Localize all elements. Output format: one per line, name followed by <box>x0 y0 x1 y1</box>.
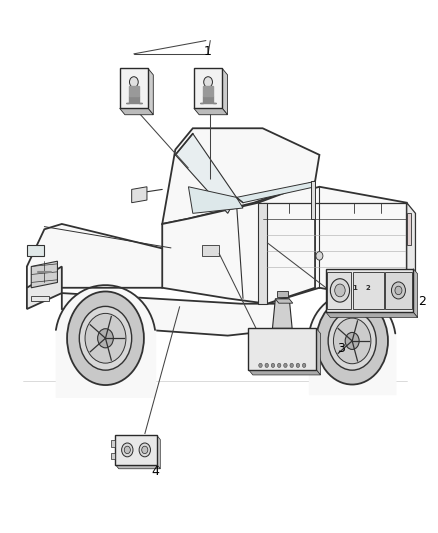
Circle shape <box>284 364 287 368</box>
Polygon shape <box>407 203 416 304</box>
Polygon shape <box>111 453 115 459</box>
Circle shape <box>98 329 113 348</box>
Circle shape <box>142 446 148 454</box>
Polygon shape <box>277 291 288 297</box>
Polygon shape <box>222 68 227 115</box>
Polygon shape <box>27 266 62 309</box>
Polygon shape <box>31 296 49 301</box>
Circle shape <box>130 77 138 87</box>
Polygon shape <box>203 86 213 96</box>
Polygon shape <box>248 328 316 369</box>
Circle shape <box>79 306 132 370</box>
Polygon shape <box>200 96 216 103</box>
Polygon shape <box>327 272 351 309</box>
Circle shape <box>345 333 359 350</box>
Polygon shape <box>115 435 157 465</box>
Polygon shape <box>148 68 153 115</box>
Polygon shape <box>175 134 237 213</box>
Circle shape <box>85 313 126 363</box>
Text: 3: 3 <box>337 342 345 356</box>
Circle shape <box>122 443 133 457</box>
Polygon shape <box>311 181 315 219</box>
Polygon shape <box>194 108 227 115</box>
Polygon shape <box>237 181 315 203</box>
Polygon shape <box>326 269 413 312</box>
Text: 2: 2 <box>365 285 370 291</box>
Circle shape <box>290 364 293 368</box>
Polygon shape <box>407 213 411 245</box>
Polygon shape <box>326 312 418 318</box>
Circle shape <box>204 77 212 87</box>
Polygon shape <box>188 187 243 213</box>
Polygon shape <box>272 299 292 328</box>
Polygon shape <box>316 328 321 375</box>
Polygon shape <box>162 181 315 304</box>
Circle shape <box>335 284 345 297</box>
Polygon shape <box>111 440 115 447</box>
Circle shape <box>265 364 268 368</box>
Text: 1: 1 <box>204 45 212 58</box>
Circle shape <box>328 312 376 370</box>
Polygon shape <box>276 299 293 303</box>
Polygon shape <box>413 269 418 318</box>
Polygon shape <box>194 68 222 108</box>
Circle shape <box>67 292 144 385</box>
Circle shape <box>277 364 281 368</box>
Text: 1: 1 <box>352 285 357 291</box>
Circle shape <box>330 279 350 302</box>
Polygon shape <box>115 465 160 469</box>
Polygon shape <box>126 96 142 103</box>
Circle shape <box>392 282 406 299</box>
Polygon shape <box>129 86 139 96</box>
Polygon shape <box>157 435 160 469</box>
Circle shape <box>316 252 323 260</box>
Circle shape <box>395 286 402 295</box>
Polygon shape <box>62 293 276 336</box>
Polygon shape <box>31 261 57 288</box>
Polygon shape <box>27 245 44 256</box>
Circle shape <box>139 443 150 457</box>
Polygon shape <box>201 245 219 256</box>
Polygon shape <box>27 224 180 288</box>
Polygon shape <box>248 369 321 375</box>
Polygon shape <box>120 68 148 108</box>
Circle shape <box>271 364 275 368</box>
Polygon shape <box>132 187 147 203</box>
Circle shape <box>259 364 262 368</box>
Polygon shape <box>120 108 153 115</box>
Polygon shape <box>385 272 412 309</box>
Circle shape <box>302 364 306 368</box>
Circle shape <box>124 446 131 454</box>
Circle shape <box>316 297 388 384</box>
Polygon shape <box>258 203 267 304</box>
Circle shape <box>333 318 371 364</box>
Text: 4: 4 <box>152 465 159 478</box>
Circle shape <box>296 364 300 368</box>
Text: 2: 2 <box>418 295 426 308</box>
Polygon shape <box>353 272 384 309</box>
Polygon shape <box>263 187 407 304</box>
Polygon shape <box>162 128 319 224</box>
